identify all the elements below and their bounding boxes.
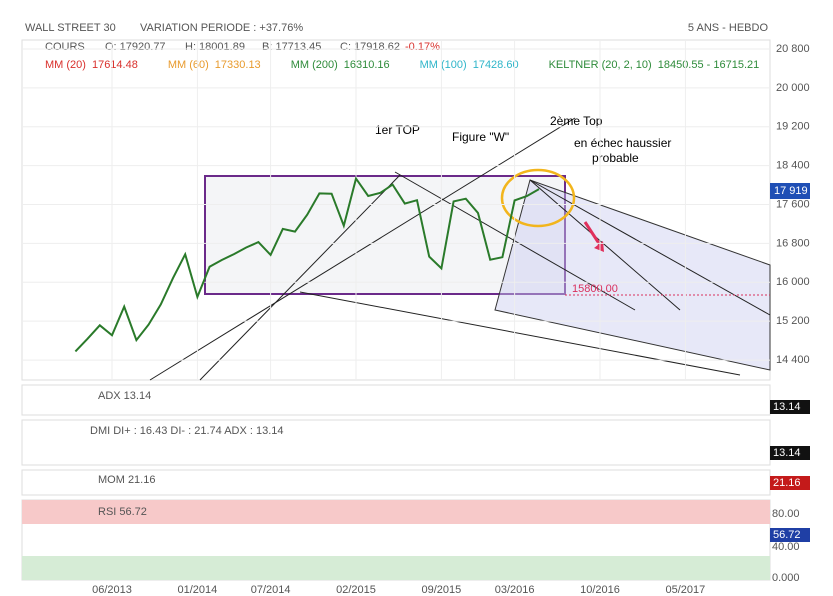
close: C: 17918.62 xyxy=(340,41,400,53)
fan-area xyxy=(494,179,771,371)
y-tick-label: 20 000 xyxy=(776,82,810,94)
annotation: 1er TOP xyxy=(375,123,420,137)
indicator-name: MM (200) xyxy=(291,59,338,71)
indicator-name: MM (20) xyxy=(45,59,86,71)
low: B: 17713.45 xyxy=(262,41,321,53)
value-box-label: 21.16 xyxy=(773,477,801,489)
value-box xyxy=(770,528,810,542)
y-tick-label: 20 800 xyxy=(776,43,810,55)
highlight xyxy=(500,168,576,228)
value-box-label: 13.14 xyxy=(773,447,801,459)
indicator-value: 18450.55 - 16715.21 xyxy=(658,59,760,71)
y-tick-label: 15 200 xyxy=(776,315,810,327)
panel-label: MOM 21.16 xyxy=(98,474,155,486)
mom-panel xyxy=(21,469,771,496)
title: WALL STREET 30 xyxy=(25,22,116,34)
indicator-value: 17614.48 xyxy=(92,59,138,71)
change: -0.17% xyxy=(405,41,440,53)
y-tick-label: 16 800 xyxy=(776,237,810,249)
annotation: Figure "W" xyxy=(452,130,509,144)
x-tick-label: 09/2015 xyxy=(422,584,462,596)
dmi-panel xyxy=(21,419,771,466)
panel-label: RSI 56.72 xyxy=(98,506,147,518)
rsi-tick: 40.00 xyxy=(772,541,800,553)
indicator-value: 17330.13 xyxy=(215,59,261,71)
x-tick-label: 07/2014 xyxy=(251,584,291,596)
y-tick-label: 18 400 xyxy=(776,160,810,172)
y-tick-label: 19 200 xyxy=(776,121,810,133)
quote-label: COURS xyxy=(45,41,85,53)
annotation: en échec haussier xyxy=(574,136,671,150)
rsi-tick: 0.000 xyxy=(772,572,800,584)
x-tick-label: 10/2016 xyxy=(580,584,620,596)
level-label: 15800.00 xyxy=(572,283,618,295)
open: O: 17920.77 xyxy=(105,41,166,53)
panel-label: ADX 13.14 xyxy=(98,390,151,402)
indicator-name: MM (100) xyxy=(420,59,467,71)
rsi-tick: 80.00 xyxy=(772,508,800,520)
price-line xyxy=(74,176,540,353)
x-tick-label: 01/2014 xyxy=(178,584,218,596)
high: H: 18001.89 xyxy=(185,41,245,53)
indicator-name: MM (60) xyxy=(168,59,209,71)
value-box xyxy=(770,400,810,414)
value-box-label: 13.14 xyxy=(773,401,801,413)
indicator-value: 17428.60 xyxy=(473,59,519,71)
variation: VARIATION PERIODE : +37.76% xyxy=(140,22,303,34)
annotation: 2ème Top xyxy=(550,114,603,128)
last-box xyxy=(770,183,810,199)
adx-panel xyxy=(21,384,771,416)
x-tick-label: 02/2015 xyxy=(336,584,376,596)
indicator-value: 16310.16 xyxy=(344,59,390,71)
rsi-zone-high xyxy=(22,500,770,524)
y-tick-label: 17 600 xyxy=(776,198,810,210)
value-box xyxy=(770,476,810,490)
y-tick-label: 14 400 xyxy=(776,354,810,366)
value-box-label: 56.72 xyxy=(773,529,801,541)
x-tick-label: 06/2013 xyxy=(92,584,132,596)
y-tick-label: 16 000 xyxy=(776,276,810,288)
x-tick-label: 05/2017 xyxy=(666,584,706,596)
rsi-zone-low xyxy=(22,556,770,580)
panel-label: DMI DI+ : 16.43 DI- : 21.74 ADX : 13.14 xyxy=(90,425,284,437)
annotation: probable xyxy=(592,151,639,165)
period: 5 ANS - HEBDO xyxy=(688,22,769,34)
last-label: 17 919 xyxy=(774,185,808,197)
value-box xyxy=(770,446,810,460)
arrow xyxy=(583,221,602,246)
x-tick-label: 03/2016 xyxy=(495,584,535,596)
